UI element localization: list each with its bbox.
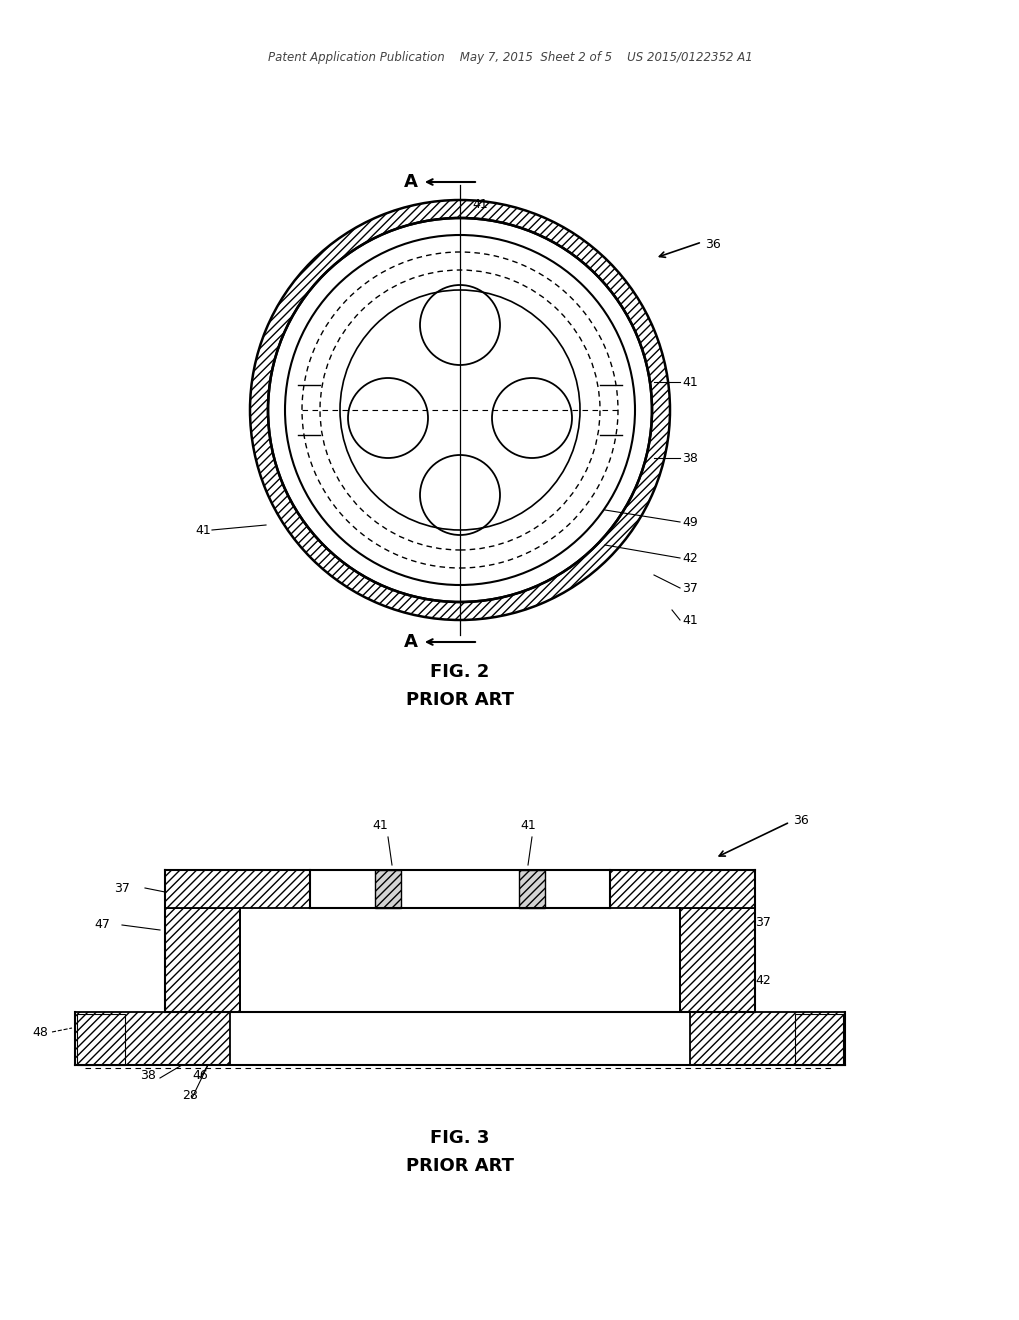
Bar (609, 870, 754, 908)
Bar (165, 870, 310, 908)
Text: 41: 41 (472, 198, 487, 211)
Text: 38: 38 (140, 1069, 156, 1082)
Text: 42: 42 (682, 552, 697, 565)
Bar (75, 1012, 229, 1065)
Bar (519, 870, 544, 908)
Bar (239, 908, 680, 1012)
Text: 42: 42 (754, 974, 770, 986)
Text: 41: 41 (520, 818, 535, 832)
Text: 37: 37 (682, 582, 697, 594)
Text: 46: 46 (192, 1069, 208, 1082)
Text: PRIOR ART: PRIOR ART (406, 690, 514, 709)
Text: 47: 47 (94, 919, 110, 932)
Bar (76, 1014, 125, 1065)
Text: 28: 28 (181, 1089, 198, 1102)
Text: 49: 49 (682, 516, 697, 528)
Text: A: A (404, 173, 418, 191)
Bar (375, 870, 400, 908)
Text: 37: 37 (114, 882, 129, 895)
Text: 37: 37 (754, 916, 770, 928)
Text: FIG. 2: FIG. 2 (430, 663, 489, 681)
Bar (794, 1014, 842, 1065)
Text: PRIOR ART: PRIOR ART (406, 1158, 514, 1175)
Text: Patent Application Publication    May 7, 2015  Sheet 2 of 5    US 2015/0122352 A: Patent Application Publication May 7, 20… (267, 51, 752, 65)
Text: A: A (404, 634, 418, 651)
Text: 48: 48 (32, 1026, 48, 1039)
Bar (165, 908, 239, 1012)
Text: 36: 36 (792, 813, 808, 826)
Text: 38: 38 (682, 451, 697, 465)
Text: 41: 41 (372, 818, 387, 832)
Bar (680, 908, 754, 1012)
Text: 41: 41 (682, 375, 697, 388)
Text: 41: 41 (682, 614, 697, 627)
Text: 41: 41 (195, 524, 211, 536)
Text: FIG. 3: FIG. 3 (430, 1129, 489, 1147)
Text: 36: 36 (704, 239, 720, 252)
Bar (689, 1012, 844, 1065)
